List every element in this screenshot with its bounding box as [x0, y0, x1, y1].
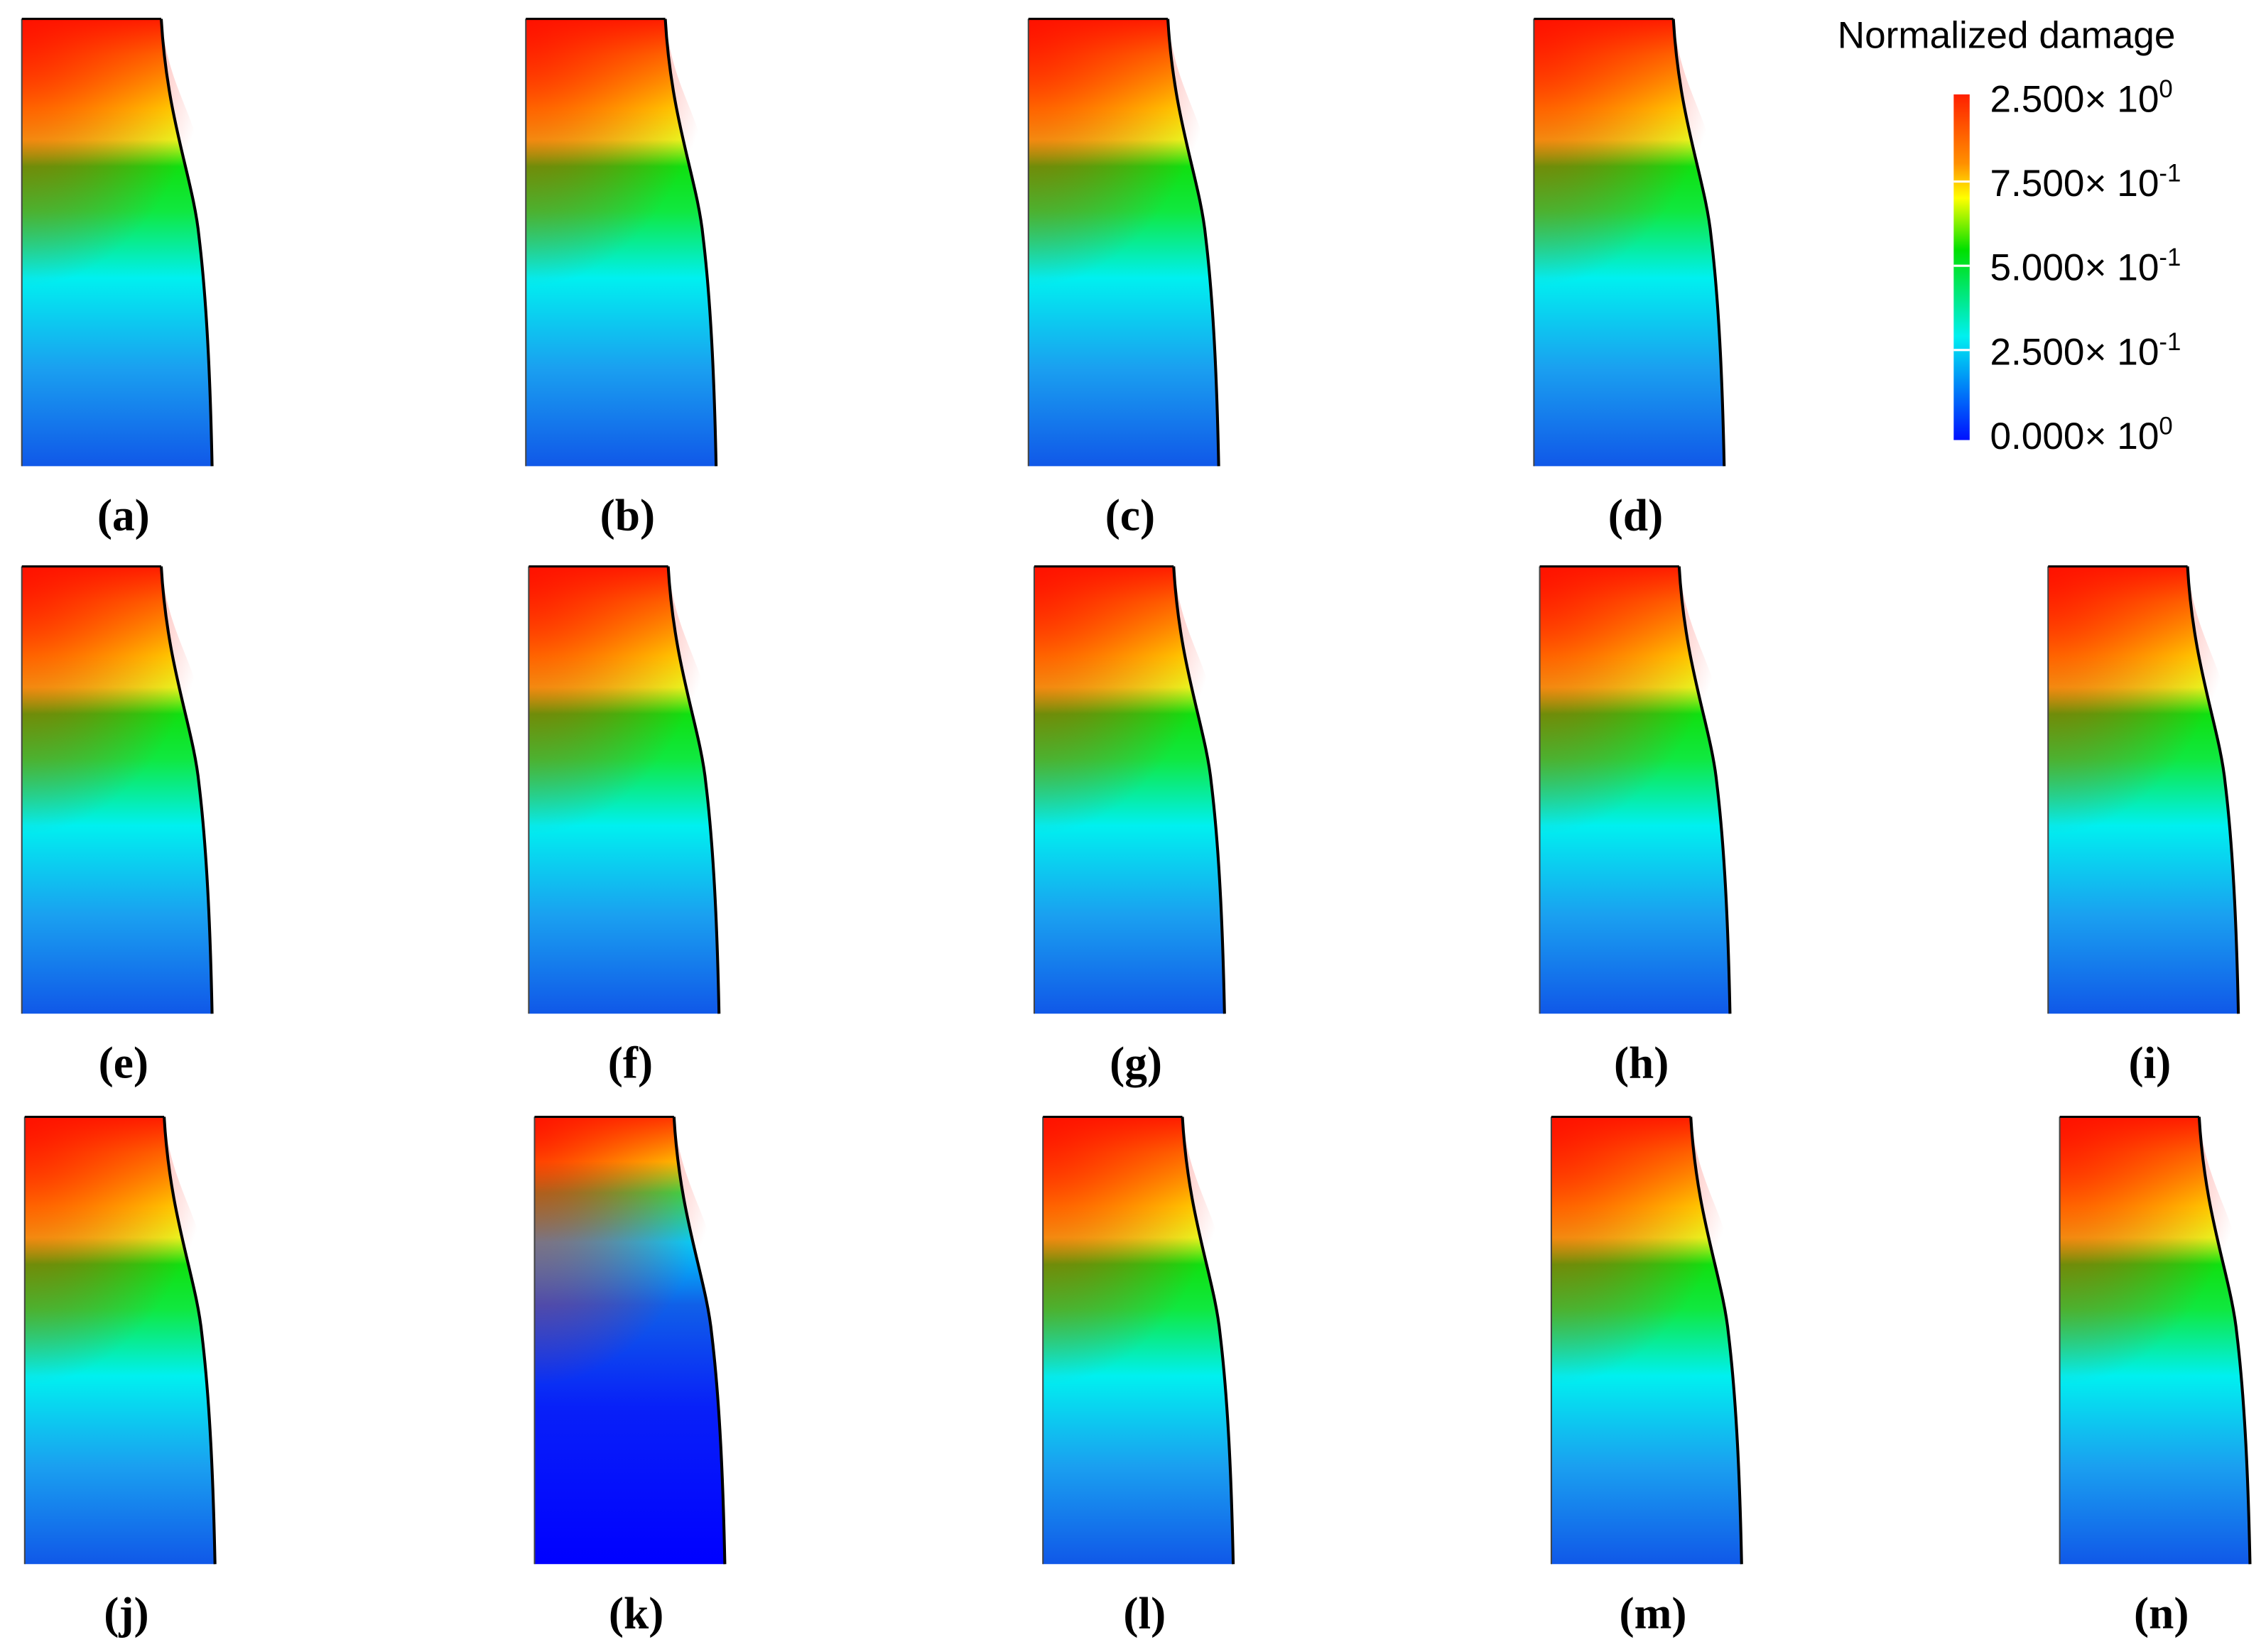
panel-label: (i) — [2128, 1038, 2171, 1087]
contour-overlay — [1539, 566, 1730, 835]
contour-overlay — [534, 1116, 725, 1386]
outline — [159, 566, 214, 1014]
panel-label: (a) — [97, 490, 150, 540]
outline — [1166, 18, 1220, 467]
panel-label: (h) — [1614, 1038, 1669, 1087]
outline — [2186, 566, 2240, 1014]
outline — [1677, 566, 1732, 1014]
contour-overlay — [526, 18, 717, 288]
legend-label: 2.500× 10-1 — [1990, 329, 2181, 373]
panel-label: (g) — [1110, 1038, 1162, 1087]
contour-overlay — [528, 566, 720, 835]
panel-label: (b) — [600, 490, 655, 540]
legend-exponent: 0 — [2159, 413, 2172, 440]
legend-exponent: -1 — [2159, 161, 2181, 188]
contour-overlay — [2059, 1116, 2250, 1386]
panel-label: (n) — [2134, 1588, 2189, 1638]
legend-exponent: -1 — [2159, 244, 2181, 271]
contour-overlay — [1551, 1116, 1742, 1386]
outline — [1172, 566, 1226, 1014]
outline — [2197, 1116, 2252, 1565]
legend-label: 7.500× 10-1 — [1990, 161, 2181, 205]
legend-mantissa: 5.000× 10 — [1990, 247, 2159, 289]
outline — [159, 18, 214, 467]
panel-label: (j) — [104, 1588, 148, 1638]
legend-label: 2.500× 100 — [1990, 76, 2172, 120]
legend-label: 0.000× 100 — [1990, 413, 2172, 457]
legend-exponent: -1 — [2159, 329, 2181, 356]
legend-mantissa: 7.500× 10 — [1990, 163, 2159, 205]
contour-overlay — [1043, 1116, 1234, 1386]
legend-exponent: 0 — [2159, 76, 2172, 103]
panel-label: (e) — [99, 1038, 148, 1087]
outline — [1689, 1116, 1743, 1565]
outline — [163, 1116, 217, 1565]
outline — [1181, 1116, 1235, 1565]
contour-overlay — [1028, 18, 1219, 288]
legend-mantissa: 2.500× 10 — [1990, 78, 2159, 120]
outline — [1671, 18, 1726, 467]
legend-title: Normalized damage — [1838, 14, 2176, 56]
legend-mantissa: 2.500× 10 — [1990, 331, 2159, 373]
contour-overlay — [2048, 566, 2239, 835]
panel-label: (c) — [1105, 490, 1155, 540]
contour-overlay — [1034, 566, 1225, 835]
outline — [663, 18, 718, 467]
panel-label: (m) — [1620, 1588, 1687, 1638]
contour-overlay — [24, 1116, 215, 1386]
outline — [666, 566, 721, 1014]
contour-overlay — [21, 566, 212, 835]
legend-mantissa: 0.000× 10 — [1990, 415, 2159, 457]
panel-label: (k) — [609, 1588, 663, 1638]
outline — [672, 1116, 727, 1565]
colorbar — [1953, 94, 1970, 440]
panel-label: (l) — [1123, 1588, 1166, 1638]
panel-label: (f) — [608, 1038, 653, 1087]
contour-overlay — [1534, 18, 1725, 288]
panels: (a) (b) (c) (d) (e) (f) (g) (h) (i) (j) (k) (l) (m) (… — [21, 18, 2252, 1638]
panel-label: (d) — [1608, 490, 1663, 540]
legend-label: 5.000× 10-1 — [1990, 244, 2181, 288]
contour-overlay — [21, 18, 212, 288]
